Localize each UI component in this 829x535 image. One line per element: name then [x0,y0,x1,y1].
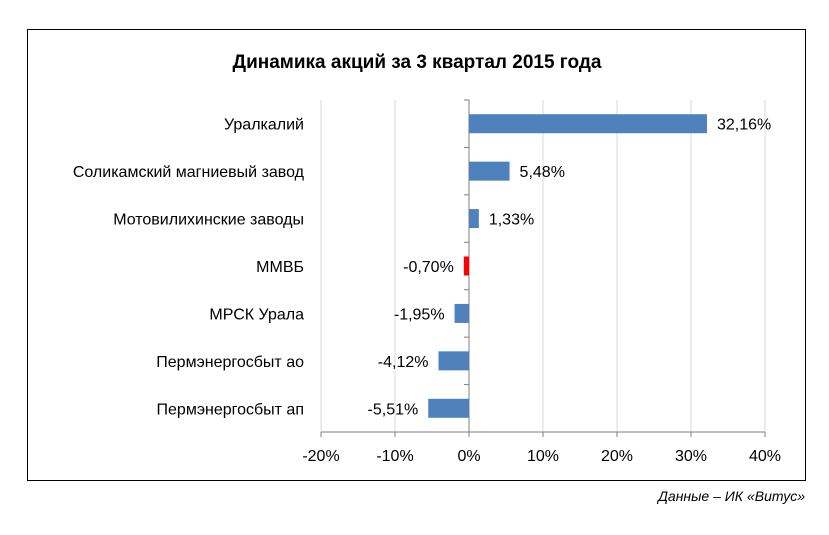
x-tick-label: 40% [749,448,781,465]
x-tick-label: 20% [601,448,633,465]
x-tick-label: 0% [457,448,480,465]
category-label: Уралкалий [224,117,304,134]
value-label: 1,33% [489,212,534,229]
grid-lines [320,99,766,437]
bar [454,303,469,323]
value-label: 32,16% [717,117,771,134]
value-label: -0,70% [403,259,454,276]
labels: -20% -10% 0% 10% 20% 30% 40% Уралкалий 32,16% Сол… [73,117,781,465]
bar [428,398,469,418]
x-tick-label: 10% [527,448,559,465]
value-label: -4,12% [378,354,429,371]
bar [438,351,469,371]
chart-frame: Динамика акций за 3 квартал 2015 года -2… [27,29,806,481]
x-tick-label: -20% [302,448,339,465]
source-note: Данные – ИК «Витус» [658,488,805,504]
category-label: ММВБ [256,259,304,276]
value-label: -1,95% [394,306,445,323]
x-tick-label: 30% [675,448,707,465]
bar-chart: Динамика акций за 3 квартал 2015 года -2… [73,52,781,465]
bar [469,161,510,181]
x-tick-label: -10% [376,448,413,465]
value-label: -5,51% [368,401,419,418]
chart-title: Динамика акций за 3 квартал 2015 года [233,52,602,73]
category-label: Пермэнергосбыт ао [156,354,304,371]
value-label: 5,48% [520,164,565,181]
bar [469,209,479,229]
bars [428,114,707,418]
category-label: МРСК Урала [209,306,304,323]
bar [463,256,469,276]
bar [469,114,707,134]
category-label: Пермэнергосбыт ап [157,401,304,418]
category-label: Соликамский магниевый завод [73,164,305,181]
category-label: Мотовилихинские заводы [113,212,304,229]
